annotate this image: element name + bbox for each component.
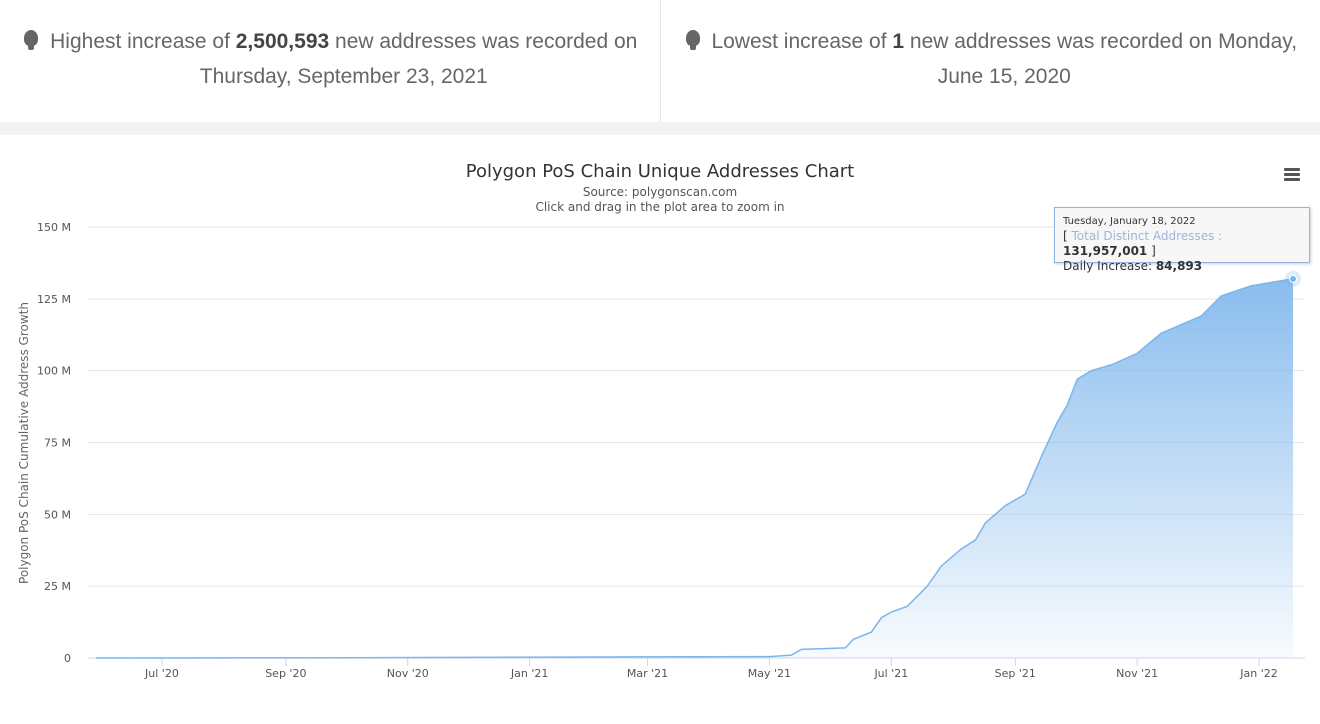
tooltip-value: 131,957,001	[1063, 244, 1148, 258]
x-tick-label: Jan '22	[1239, 667, 1277, 680]
y-tick-label: 100 M	[37, 365, 71, 378]
insight-text: new addresses was recorded on	[329, 30, 638, 53]
x-tick-label: Sep '20	[265, 667, 306, 680]
x-tick-label: May '21	[748, 667, 791, 680]
tooltip-daily-value: 84,893	[1155, 259, 1203, 273]
tooltip-series: Total Distinct Addresses	[1071, 229, 1215, 243]
chart-subtitle: Source: polygonscan.com	[583, 185, 737, 199]
tooltip-daily-label: Daily Increase:	[1063, 259, 1156, 273]
chart-menu-button[interactable]	[1284, 168, 1300, 183]
y-tick-label: 0	[64, 652, 71, 665]
chart-hint: Click and drag in the plot area to zoom …	[535, 200, 784, 214]
x-tick-label: Jul '21	[873, 667, 908, 680]
insight-date: June 15, 2020	[937, 65, 1071, 88]
insight-value: 2,500,593	[235, 30, 330, 53]
x-tick-label: Mar '21	[627, 667, 668, 680]
x-tick-label: Nov '20	[387, 667, 429, 680]
lightbulb-icon	[685, 30, 700, 50]
x-tick-label: Nov '21	[1116, 667, 1158, 680]
insight-text: Highest increase of	[50, 30, 236, 53]
hover-point	[1289, 274, 1298, 283]
y-tick-label: 125 M	[37, 293, 71, 306]
highest-increase-insight: Highest increase of 2,500,593 new addres…	[0, 0, 660, 122]
y-tick-label: 75 M	[44, 437, 71, 450]
y-axis-label: Polygon PoS Chain Cumulative Address Gro…	[17, 302, 31, 584]
chart-tooltip: Tuesday, January 18, 2022 [ Total Distin…	[1054, 207, 1310, 273]
insight-text: Lowest increase of	[711, 30, 893, 53]
y-tick-label: 50 M	[44, 508, 71, 521]
insight-text: new addresses was recorded on Monday,	[904, 30, 1298, 53]
x-tick-label: Jul '20	[144, 667, 179, 680]
lightbulb-icon	[24, 30, 38, 50]
insight-date: Thursday, September 23, 2021	[199, 65, 488, 88]
insights-panel: Highest increase of 2,500,593 new addres…	[0, 0, 1320, 122]
y-tick-label: 150 M	[37, 221, 71, 234]
area-fill	[95, 278, 1294, 658]
chart-title: Polygon PoS Chain Unique Addresses Chart	[466, 161, 855, 182]
y-tick-label: 25 M	[44, 580, 71, 593]
x-tick-label: Jan '21	[510, 667, 548, 680]
x-tick-label: Sep '21	[995, 667, 1036, 680]
lowest-increase-insight: Lowest increase of 1 new addresses was r…	[659, 0, 1320, 122]
divider-band	[0, 122, 1320, 135]
series-line	[95, 278, 1294, 659]
tooltip-date: Tuesday, January 18, 2022	[1063, 216, 1196, 227]
insight-value: 1	[892, 30, 905, 53]
